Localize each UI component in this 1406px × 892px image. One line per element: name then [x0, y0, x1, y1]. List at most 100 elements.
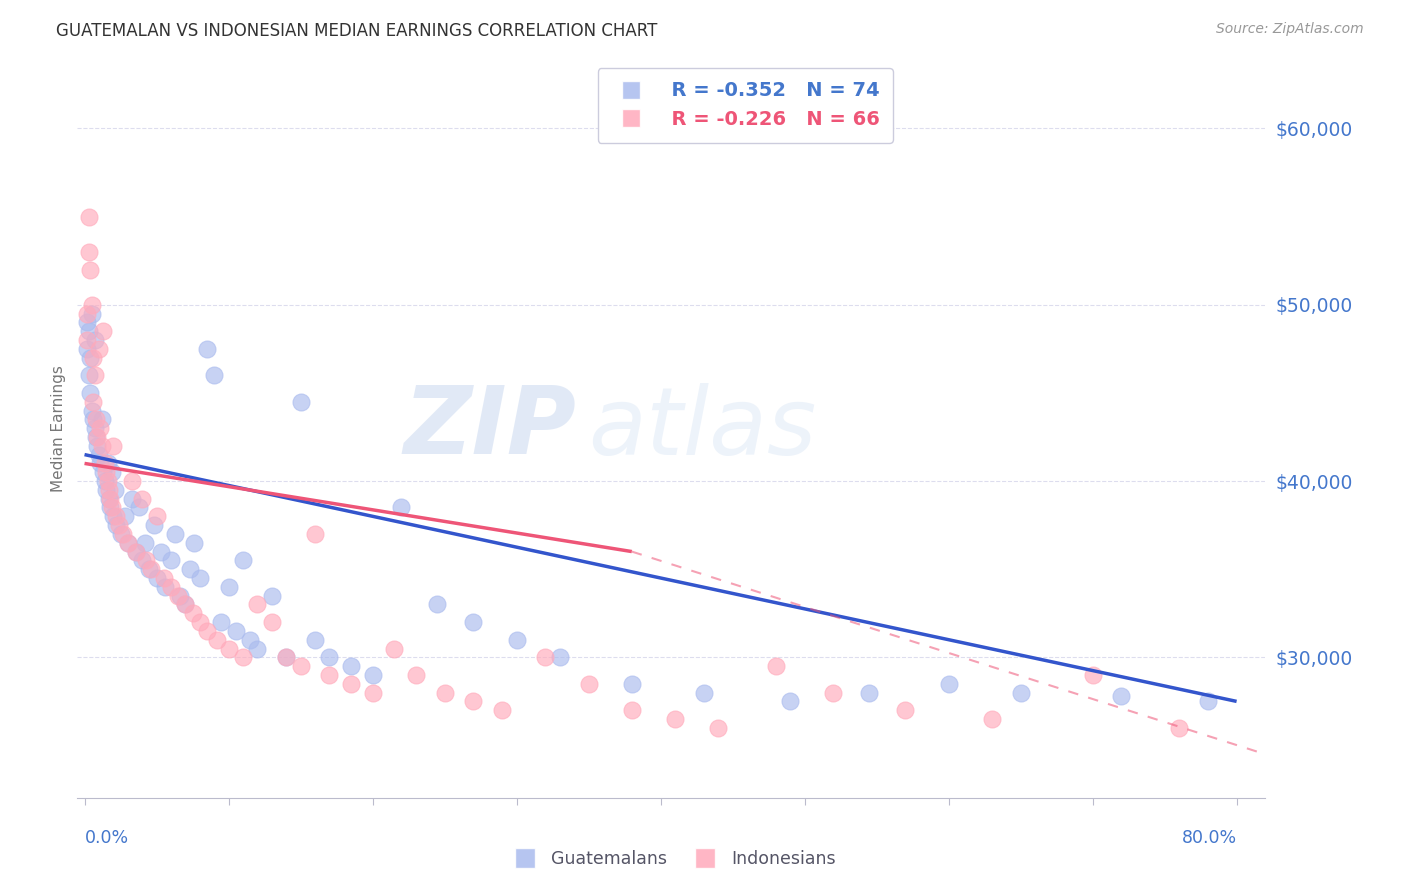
Point: [620, 703, 643, 717]
Point: [125, 544, 148, 558]
Point: [145, 571, 167, 585]
Point: [83, 333, 105, 347]
Point: [578, 677, 600, 691]
Point: [94, 483, 117, 497]
Point: [664, 712, 686, 726]
Point: [149, 544, 172, 558]
Point: [83, 421, 105, 435]
Point: [77, 324, 100, 338]
Point: [103, 439, 125, 453]
Point: [142, 518, 165, 533]
Point: [405, 668, 427, 682]
Point: [87, 448, 110, 462]
Point: [97, 457, 120, 471]
Point: [340, 659, 363, 673]
Point: [174, 598, 197, 612]
Point: [693, 685, 716, 699]
Point: [765, 659, 787, 673]
Point: [218, 580, 240, 594]
Point: [181, 607, 204, 621]
Point: [938, 677, 960, 691]
Text: 80.0%: 80.0%: [1181, 829, 1237, 847]
Point: [91, 465, 114, 479]
Point: [139, 562, 162, 576]
Y-axis label: Median Earnings: Median Earnings: [51, 365, 66, 491]
Point: [1197, 694, 1219, 708]
Point: [188, 615, 211, 629]
Point: [100, 500, 122, 515]
Point: [101, 465, 124, 479]
Point: [246, 598, 269, 612]
Point: [823, 685, 845, 699]
Point: [1168, 721, 1191, 735]
Point: [89, 421, 111, 435]
Point: [153, 580, 176, 594]
Point: [174, 598, 197, 612]
Point: [290, 659, 312, 673]
Point: [202, 368, 225, 383]
Point: [98, 491, 121, 506]
Point: [86, 430, 108, 444]
Point: [110, 527, 132, 541]
Point: [89, 457, 111, 471]
Point: [232, 553, 254, 567]
Point: [620, 677, 643, 691]
Point: [304, 527, 326, 541]
Point: [97, 474, 120, 488]
Point: [86, 439, 108, 453]
Point: [117, 535, 139, 549]
Point: [135, 553, 157, 567]
Point: [145, 509, 167, 524]
Point: [90, 439, 112, 453]
Point: [103, 509, 125, 524]
Point: [290, 394, 312, 409]
Point: [101, 500, 124, 515]
Point: [80, 307, 103, 321]
Point: [276, 650, 298, 665]
Text: 0.0%: 0.0%: [84, 829, 129, 847]
Point: [858, 685, 880, 699]
Point: [82, 351, 104, 365]
Point: [1111, 689, 1133, 703]
Point: [160, 553, 183, 567]
Point: [779, 694, 801, 708]
Point: [77, 244, 100, 259]
Point: [167, 589, 190, 603]
Point: [160, 580, 183, 594]
Point: [79, 385, 101, 400]
Point: [90, 412, 112, 426]
Point: [260, 589, 283, 603]
Legend: Guatemalans, Indonesians: Guatemalans, Indonesians: [501, 843, 842, 875]
Text: Source: ZipAtlas.com: Source: ZipAtlas.com: [1216, 22, 1364, 37]
Point: [128, 500, 150, 515]
Point: [276, 650, 298, 665]
Point: [125, 544, 148, 558]
Point: [108, 518, 131, 533]
Point: [1010, 685, 1032, 699]
Text: GUATEMALAN VS INDONESIAN MEDIAN EARNINGS CORRELATION CHART: GUATEMALAN VS INDONESIAN MEDIAN EARNINGS…: [56, 22, 658, 40]
Point: [77, 210, 100, 224]
Point: [239, 632, 262, 647]
Point: [246, 641, 269, 656]
Point: [82, 394, 104, 409]
Point: [980, 712, 1002, 726]
Point: [77, 368, 100, 383]
Point: [93, 474, 115, 488]
Point: [84, 430, 107, 444]
Point: [205, 632, 228, 647]
Point: [76, 333, 98, 347]
Point: [505, 632, 527, 647]
Text: ZIP: ZIP: [404, 382, 576, 475]
Point: [361, 668, 384, 682]
Point: [183, 535, 205, 549]
Point: [104, 483, 127, 497]
Point: [426, 598, 449, 612]
Point: [82, 412, 104, 426]
Point: [304, 632, 326, 647]
Point: [76, 315, 98, 329]
Point: [894, 703, 917, 717]
Point: [93, 457, 115, 471]
Point: [80, 298, 103, 312]
Point: [361, 685, 384, 699]
Point: [134, 535, 156, 549]
